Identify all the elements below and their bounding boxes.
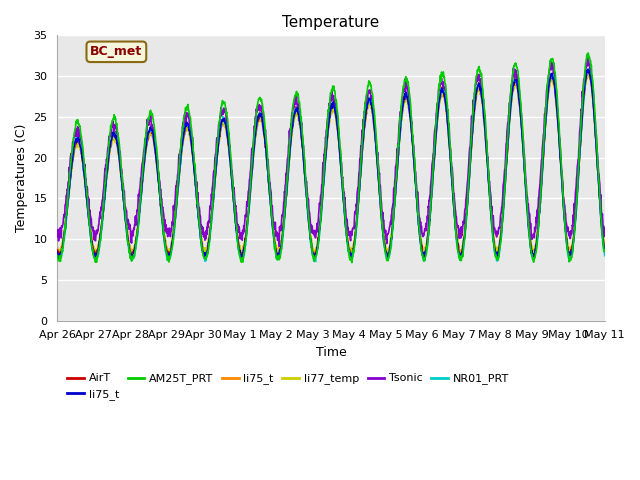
X-axis label: Time: Time [316, 346, 346, 359]
Title: Temperature: Temperature [282, 15, 380, 30]
Y-axis label: Temperatures (C): Temperatures (C) [15, 124, 28, 232]
Text: BC_met: BC_met [90, 45, 143, 58]
Legend: AirT, li75_t, AM25T_PRT, li75_t, li77_temp, Tsonic, NR01_PRT: AirT, li75_t, AM25T_PRT, li75_t, li77_te… [63, 369, 513, 404]
